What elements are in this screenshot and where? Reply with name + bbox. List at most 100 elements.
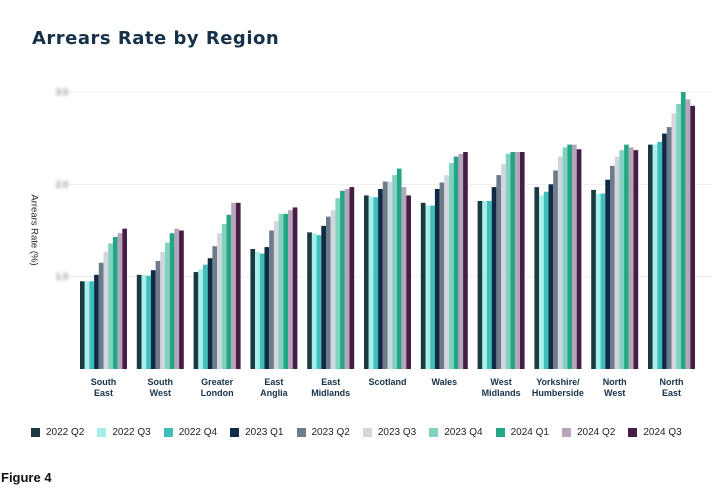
legend-swatch xyxy=(362,428,372,437)
bar-2022-q3 xyxy=(311,233,317,369)
legend-swatch xyxy=(495,428,505,437)
bar-2022-q4 xyxy=(657,141,663,369)
bar-2022-q4 xyxy=(600,193,606,369)
bar-2024-q3 xyxy=(122,228,127,369)
bar-2023-q4 xyxy=(505,153,511,369)
bar-2024-q1 xyxy=(169,233,175,369)
bar-2023-q4 xyxy=(619,150,625,369)
chart-title: Arrears Rate by Region xyxy=(32,28,280,49)
bar-2022-q3 xyxy=(595,193,601,369)
bar-2024-q2 xyxy=(685,99,691,369)
bar-2022-q2 xyxy=(136,274,142,369)
bar-2024-q3 xyxy=(576,149,582,369)
bar-2022-q3 xyxy=(482,200,487,369)
bar-2023-q2 xyxy=(212,246,218,369)
bar-2023-q4 xyxy=(108,243,113,369)
legend-item: 2023 Q2 xyxy=(296,427,350,438)
bar-2024-q3 xyxy=(463,152,468,369)
bar-2024-q3 xyxy=(349,187,355,369)
bar-2022-q4 xyxy=(316,235,322,369)
legend-swatch xyxy=(628,428,638,437)
bar-2023-q1 xyxy=(662,133,667,369)
bar-2022-q3 xyxy=(539,195,544,369)
legend-item: 2023 Q3 xyxy=(362,427,417,438)
x-tick-label: Greater London xyxy=(201,377,234,398)
x-tick-label: East Anglia xyxy=(260,377,288,398)
legend-item: 2022 Q4 xyxy=(163,427,218,438)
bar-2022-q2 xyxy=(477,200,483,369)
bar-2023-q3 xyxy=(557,156,563,369)
bar-2023-q2 xyxy=(666,127,672,369)
x-tick-label: North West xyxy=(603,377,627,398)
bar-2024-q1 xyxy=(567,144,572,369)
legend-label: 2023 Q3 xyxy=(377,427,417,438)
bar-2022-q3 xyxy=(652,144,658,369)
bar-2023-q3 xyxy=(501,164,506,369)
bar-2022-q3 xyxy=(255,251,260,369)
bar-2023-q3 xyxy=(387,181,393,369)
bar-2023-q4 xyxy=(335,198,341,369)
bar-2023-q1 xyxy=(605,179,610,369)
bar-2023-q2 xyxy=(553,170,558,369)
bar-2022-q2 xyxy=(307,232,312,369)
bar-2022-q3 xyxy=(368,196,374,369)
bar-2023-q4 xyxy=(221,224,227,369)
x-tick-label: Wales xyxy=(431,377,457,387)
bar-2023-q3 xyxy=(217,233,222,369)
bar-2023-q3 xyxy=(160,251,165,369)
x-tick-label: North East xyxy=(660,377,684,398)
bar-2022-q2 xyxy=(591,189,596,369)
legend-label: 2022 Q4 xyxy=(178,427,218,438)
legend-label: 2024 Q2 xyxy=(577,427,616,438)
legend-swatch xyxy=(230,428,240,437)
bar-2024-q2 xyxy=(572,144,577,369)
bar-2024-q3 xyxy=(292,207,298,369)
bar-2023-q1 xyxy=(378,188,383,369)
bar-2022-q4 xyxy=(89,281,95,369)
bar-2023-q4 xyxy=(449,163,454,369)
legend-swatch xyxy=(429,428,439,437)
bar-2024-q1 xyxy=(453,156,459,369)
bar-2023-q4 xyxy=(562,147,568,369)
legend-label: 2024 Q3 xyxy=(643,427,682,438)
legend-item: 2024 Q1 xyxy=(495,427,549,438)
bar-2024-q1 xyxy=(340,190,345,369)
bar-2022-q4 xyxy=(487,200,492,369)
bar-2023-q4 xyxy=(392,175,397,369)
figure-label: Figure 4 xyxy=(1,470,52,485)
bar-2023-q1 xyxy=(548,184,554,369)
bar-2023-q1 xyxy=(207,258,213,369)
legend-swatch xyxy=(562,428,571,437)
legend-label: 2023 Q1 xyxy=(245,427,284,438)
bar-2023-q2 xyxy=(439,182,445,369)
bar-2023-q2 xyxy=(98,262,104,369)
bar-2024-q1 xyxy=(112,236,118,369)
bar-2022-q4 xyxy=(203,264,208,369)
bar-2022-q3 xyxy=(141,274,147,369)
x-tick-label: East Midlands xyxy=(311,377,350,398)
bar-2024-q3 xyxy=(179,230,184,369)
bar-2024-q2 xyxy=(174,228,180,369)
bar-2022-q4 xyxy=(259,253,265,369)
bar-2024-q3 xyxy=(406,195,411,369)
bar-2022-q3 xyxy=(425,205,431,369)
bar-2023-q2 xyxy=(155,260,161,369)
bar-2023-q3 xyxy=(444,175,449,369)
bar-2022-q4 xyxy=(430,205,435,369)
bar-2023-q3 xyxy=(671,113,677,370)
bar-2024-q2 xyxy=(288,210,293,369)
bar-2023-q3 xyxy=(330,210,336,369)
legend-item: 2023 Q4 xyxy=(429,427,483,438)
x-tick-label: West Midlands xyxy=(482,377,521,398)
y-tick-label: 2.0 xyxy=(56,179,69,189)
legend-label: 2022 Q2 xyxy=(46,427,85,438)
bar-2023-q1 xyxy=(94,274,99,369)
bar-2022-q2 xyxy=(648,144,653,369)
bar-2023-q2 xyxy=(382,181,388,369)
legend-label: 2024 Q1 xyxy=(510,427,549,438)
bar-2024-q1 xyxy=(680,92,686,369)
x-tick-label: Yorkshire/Humberside xyxy=(532,377,584,398)
bar-2024-q1 xyxy=(624,144,629,369)
bar-2023-q2 xyxy=(610,165,615,369)
bar-2023-q4 xyxy=(165,242,170,369)
